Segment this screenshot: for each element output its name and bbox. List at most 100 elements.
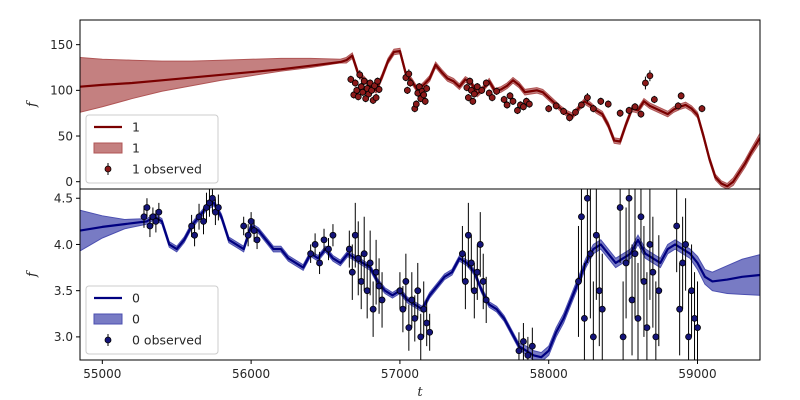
observed-point <box>329 231 337 239</box>
observed-point <box>616 109 624 117</box>
legend-box <box>85 285 219 355</box>
observed-point <box>378 296 386 304</box>
plot-area <box>80 47 760 189</box>
observed-point <box>143 204 151 211</box>
observed-point <box>688 287 695 295</box>
observed-point <box>691 315 698 322</box>
observed-point <box>464 231 472 239</box>
y-tick-label: 4.5 <box>54 192 73 206</box>
observed-point <box>405 324 413 332</box>
legend-label: 0 <box>132 291 140 306</box>
observed-point <box>363 287 371 295</box>
observed-point <box>566 114 573 122</box>
uncertainty-band <box>80 47 760 189</box>
observed-point <box>307 250 315 258</box>
observed-point <box>247 217 255 225</box>
plot-area <box>80 189 760 360</box>
observed-point <box>575 278 582 285</box>
legend-point-swatch <box>104 165 112 173</box>
observed-point <box>578 213 585 221</box>
observed-point <box>682 241 690 248</box>
observed-point <box>240 222 248 230</box>
top-panel: 0 50 100 150 f 1 1 1 observed <box>25 19 761 190</box>
legend-band-swatch <box>93 142 123 154</box>
observed-point <box>598 305 606 313</box>
y-tick-label: 3.0 <box>54 330 73 344</box>
observed-point <box>348 268 356 276</box>
observed-point <box>375 86 383 93</box>
observed-point <box>372 94 380 102</box>
observed-point <box>412 100 420 108</box>
observed-point <box>325 245 332 253</box>
legend-label: 1 observed <box>132 162 202 177</box>
observed-point <box>572 108 579 116</box>
observed-point <box>595 287 603 295</box>
observed-point <box>578 101 585 109</box>
observed-point <box>560 107 567 115</box>
observed-point <box>351 79 359 87</box>
observed-point <box>461 278 469 285</box>
observed-point <box>360 250 368 258</box>
observed-point <box>405 70 413 78</box>
observed-point <box>552 102 560 110</box>
y-axis-label: f <box>25 270 40 278</box>
observed-point <box>146 222 154 230</box>
observed-point <box>316 259 323 267</box>
observed-point <box>637 110 645 118</box>
observed-point <box>637 213 645 221</box>
observed-point <box>406 79 414 87</box>
legend-band-swatch <box>93 313 123 325</box>
observed-point <box>520 338 527 345</box>
observed-point <box>253 236 261 244</box>
observed-point <box>250 227 258 234</box>
y-tick-label: 4.0 <box>54 238 73 252</box>
observed-point <box>188 222 195 230</box>
observed-point <box>482 296 490 304</box>
observed-point <box>503 101 511 109</box>
observed-point <box>514 107 521 114</box>
observed-point <box>311 241 319 248</box>
observed-point <box>650 96 658 103</box>
bottom-panel: 3.0 3.5 4.0 4.5 55000 56000 57000 58000 59000 f t 0… <box>25 188 761 400</box>
observed-point <box>676 305 684 313</box>
y-tick-label: 50 <box>58 129 73 143</box>
observed-point <box>631 103 639 111</box>
observed-point <box>643 324 651 332</box>
observed-point <box>589 105 597 113</box>
observed-point <box>509 97 517 105</box>
observed-point <box>479 278 487 285</box>
observed-point <box>506 92 514 100</box>
observed-point <box>581 315 588 322</box>
observed-point <box>426 328 434 336</box>
observed-point <box>583 194 591 202</box>
observed-point <box>597 97 605 105</box>
observed-point <box>652 333 660 341</box>
observed-point <box>209 194 216 202</box>
observed-point <box>515 347 523 355</box>
legend-box <box>85 114 219 184</box>
observed-point <box>351 231 359 239</box>
observed-point <box>500 96 508 103</box>
observed-point <box>470 90 478 98</box>
axes-frame <box>79 188 761 361</box>
observed-point <box>622 259 630 267</box>
y-tick-label: 3.5 <box>54 284 73 298</box>
observed-point <box>583 94 591 102</box>
observed-point <box>473 83 481 91</box>
legend: 1 1 1 observed <box>85 114 219 184</box>
observed-point <box>420 91 428 99</box>
observed-point <box>592 231 600 239</box>
observed-point <box>374 77 381 85</box>
x-axis-label: t <box>417 385 423 400</box>
x-tick-label: 59000 <box>678 367 716 381</box>
observed-point <box>191 231 198 239</box>
observed-point <box>423 85 431 92</box>
observed-point <box>642 79 649 87</box>
observed-point <box>616 204 624 211</box>
observed-point <box>524 351 532 359</box>
observed-point <box>320 236 328 244</box>
legend-point-swatch <box>104 336 112 344</box>
observed-point <box>399 305 407 313</box>
x-tick-label: 56000 <box>232 367 270 381</box>
